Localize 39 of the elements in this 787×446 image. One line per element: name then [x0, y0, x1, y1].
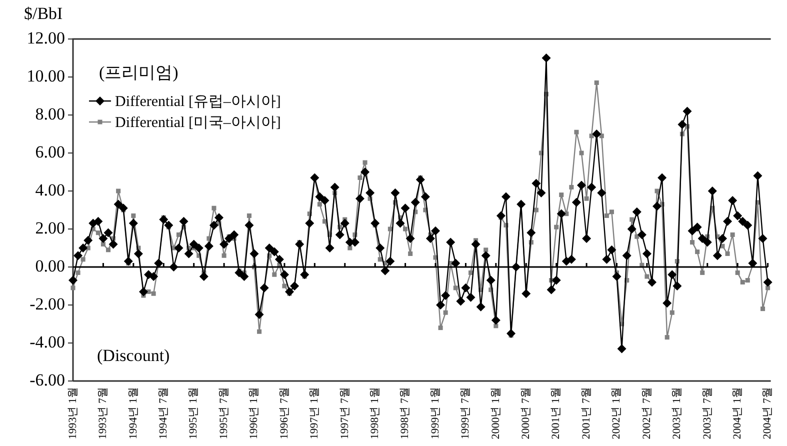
x-tick-label: 1997년 7월 [338, 387, 351, 440]
x-tick-label: 1994년 7월 [158, 387, 170, 440]
y-tick-label: 4.00 [35, 180, 65, 200]
x-tick-label: 1996년 1월 [248, 387, 260, 440]
x-tick-label: 1993년 7월 [97, 387, 110, 440]
x-tick-label: 2000년 1월 [490, 387, 502, 440]
y-tick-label: 6.00 [35, 142, 65, 162]
x-tick-label: 1999년 7월 [460, 387, 472, 440]
y-tick-label: 2.00 [35, 218, 65, 238]
y-tick-label: 0.00 [35, 256, 65, 276]
x-tick-label: 1994년 1월 [127, 387, 140, 440]
y-tick-label: -2.00 [30, 294, 65, 314]
x-tick-label: 2002년 7월 [640, 387, 653, 440]
x-tick-label: 1998년 1월 [368, 387, 381, 440]
x-tick-label: 1993년 1월 [66, 387, 79, 440]
x-tick-label: 2001년 1월 [550, 387, 562, 440]
y-tick-label: -4.00 [30, 332, 65, 352]
y-axis-title: $/BbI [24, 4, 64, 23]
x-tick-label: 1998년 7월 [399, 387, 412, 440]
y-tick-label: 8.00 [35, 104, 65, 124]
x-tick-label: 2003년 1월 [671, 387, 684, 440]
x-tick-label: 1997년 1월 [308, 387, 321, 440]
x-tick-label: 2004년 1월 [731, 387, 744, 440]
annotation: (프리미엄) [99, 63, 178, 82]
x-tick-label: 2003년 7월 [701, 387, 714, 440]
x-tick-label: 1995년 1월 [188, 387, 200, 440]
legend-label: Differential [미국–아시아] [115, 114, 281, 131]
x-tick-label: 1999년 1월 [429, 387, 442, 440]
x-tick-label: 2002년 1월 [610, 387, 623, 440]
x-tick-label: 1996년 7월 [278, 387, 290, 440]
y-tick-label: -6.00 [30, 370, 65, 390]
annotation: (Discount) [97, 346, 170, 365]
x-tick-label: 2004년 7월 [762, 387, 774, 440]
x-tick-label: 1995년 7월 [218, 387, 230, 440]
y-tick-label: 12.00 [26, 28, 65, 48]
y-tick-label: 10.00 [26, 66, 65, 86]
x-tick-label: 2000년 7월 [520, 387, 532, 440]
x-tick-label: 2001년 7월 [580, 387, 592, 440]
legend-label: Differential [유럽–아시아] [115, 94, 281, 110]
